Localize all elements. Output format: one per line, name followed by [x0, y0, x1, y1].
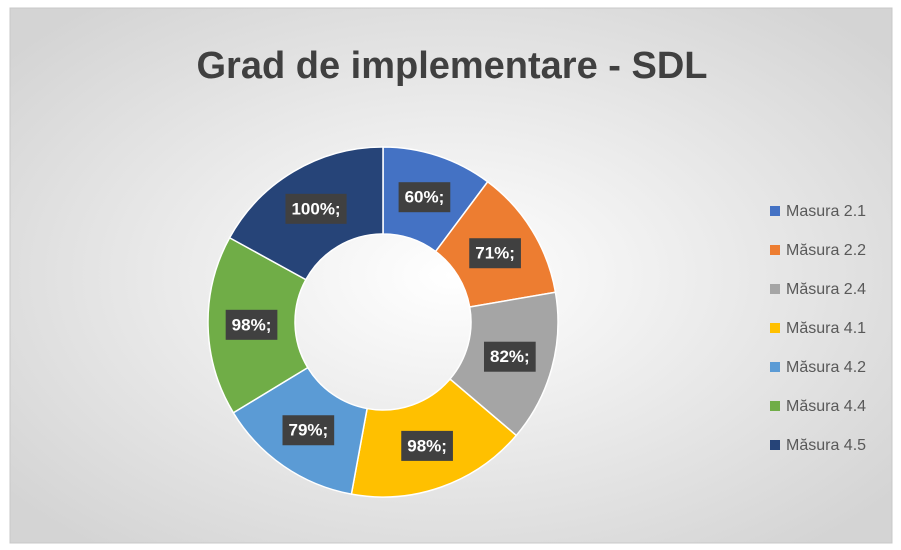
legend-label: Măsura 4.5: [786, 437, 866, 454]
legend-swatch: [770, 362, 780, 372]
data-label: 98%;: [232, 315, 272, 334]
legend-label: Măsura 2.2: [786, 242, 866, 259]
data-label: 98%;: [407, 436, 447, 455]
data-label-box: [483, 341, 536, 372]
data-label: 79%;: [289, 421, 329, 440]
data-label: 82%;: [490, 347, 530, 366]
data-label: 71%;: [475, 244, 515, 263]
data-label-box: [285, 193, 347, 224]
data-label: 60%;: [405, 188, 445, 207]
legend-label: Măsura 4.2: [786, 359, 866, 376]
chart-title: Grad de implementare - SDL: [196, 45, 707, 87]
data-label-box: [225, 309, 278, 340]
data-label-box: [469, 238, 521, 269]
legend-swatch: [770, 206, 780, 216]
legend-label: Măsura 4.4: [786, 398, 866, 415]
data-label-box: [398, 182, 451, 213]
data-label: 100%;: [291, 199, 340, 218]
legend-label: Măsura 4.1: [786, 320, 866, 337]
legend-swatch: [770, 323, 780, 333]
legend-label: Masura 2.1: [786, 203, 866, 220]
legend-label: Măsura 2.4: [786, 281, 866, 298]
legend-swatch: [770, 284, 780, 294]
legend-swatch: [770, 401, 780, 411]
data-label-box: [401, 430, 453, 461]
legend-swatch: [770, 440, 780, 450]
legend-swatch: [770, 245, 780, 255]
data-label-box: [282, 415, 335, 446]
